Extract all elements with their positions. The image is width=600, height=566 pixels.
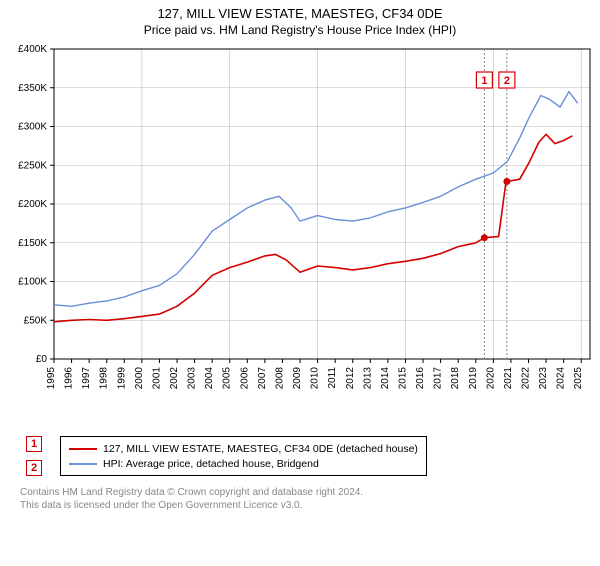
- svg-text:2018: 2018: [450, 367, 461, 390]
- svg-text:2016: 2016: [415, 367, 426, 390]
- svg-text:2000: 2000: [134, 367, 145, 390]
- svg-text:2: 2: [504, 75, 510, 87]
- svg-text:£200K: £200K: [18, 199, 47, 210]
- svg-text:2002: 2002: [169, 367, 180, 390]
- svg-text:1997: 1997: [81, 367, 92, 390]
- svg-text:£400K: £400K: [18, 44, 47, 55]
- svg-text:2019: 2019: [468, 367, 479, 390]
- license-line1: Contains HM Land Registry data © Crown c…: [20, 487, 363, 498]
- legend-item: HPI: Average price, detached house, Brid…: [69, 456, 418, 471]
- svg-text:2004: 2004: [204, 367, 215, 390]
- license-line2: This data is licensed under the Open Gov…: [20, 500, 302, 511]
- sale-marker-icon: 1: [26, 436, 42, 452]
- svg-text:1996: 1996: [64, 367, 75, 390]
- svg-text:2017: 2017: [433, 367, 444, 390]
- legend-swatch: [69, 448, 97, 450]
- svg-text:£50K: £50K: [24, 315, 48, 326]
- svg-text:2014: 2014: [380, 367, 391, 390]
- legend-swatch: [69, 463, 97, 465]
- svg-text:2013: 2013: [362, 367, 373, 390]
- svg-text:2022: 2022: [520, 367, 531, 390]
- svg-text:£300K: £300K: [18, 122, 47, 133]
- svg-text:2009: 2009: [292, 367, 303, 390]
- svg-text:1: 1: [481, 75, 487, 87]
- svg-text:2020: 2020: [485, 367, 496, 390]
- svg-text:2010: 2010: [310, 367, 321, 390]
- license-text: Contains HM Land Registry data © Crown c…: [20, 486, 580, 512]
- svg-text:£100K: £100K: [18, 277, 47, 288]
- chart-area: £0 £50K £100K £150K £200K £250K £300K £350K £400…: [0, 41, 600, 426]
- svg-text:£350K: £350K: [18, 83, 47, 94]
- svg-text:£0: £0: [36, 354, 48, 365]
- svg-text:2021: 2021: [503, 367, 514, 390]
- svg-text:2001: 2001: [151, 367, 162, 390]
- svg-text:1999: 1999: [116, 367, 127, 390]
- svg-text:1995: 1995: [46, 367, 57, 390]
- chart-subtitle: Price paid vs. HM Land Registry's House …: [0, 23, 600, 37]
- chart-legend: 127, MILL VIEW ESTATE, MAESTEG, CF34 0DE…: [60, 436, 427, 476]
- svg-text:2008: 2008: [274, 367, 285, 390]
- svg-text:2007: 2007: [257, 367, 268, 390]
- legend-item: 127, MILL VIEW ESTATE, MAESTEG, CF34 0DE…: [69, 441, 418, 456]
- svg-text:£150K: £150K: [18, 238, 47, 249]
- svg-text:2023: 2023: [538, 367, 549, 390]
- svg-text:2012: 2012: [345, 367, 356, 390]
- svg-text:2024: 2024: [556, 367, 567, 390]
- svg-text:2011: 2011: [327, 367, 338, 389]
- svg-text:2015: 2015: [397, 367, 408, 390]
- legend-label: 127, MILL VIEW ESTATE, MAESTEG, CF34 0DE…: [103, 443, 418, 455]
- svg-text:2005: 2005: [222, 367, 233, 390]
- legend-label: HPI: Average price, detached house, Brid…: [103, 458, 319, 470]
- svg-text:2006: 2006: [239, 367, 250, 390]
- sale-marker-icon: 2: [26, 460, 42, 476]
- svg-text:2003: 2003: [187, 367, 198, 390]
- svg-text:1998: 1998: [99, 367, 110, 390]
- svg-text:£250K: £250K: [18, 160, 47, 171]
- line-chart: £0 £50K £100K £150K £200K £250K £300K £350K £400…: [0, 41, 600, 421]
- svg-text:2025: 2025: [573, 367, 584, 390]
- chart-title: 127, MILL VIEW ESTATE, MAESTEG, CF34 0DE: [0, 6, 600, 21]
